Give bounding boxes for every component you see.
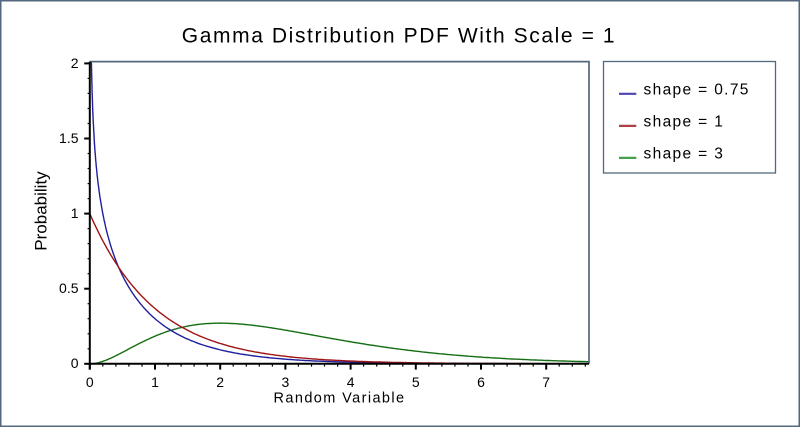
svg-text:4: 4 (347, 374, 355, 390)
svg-text:7: 7 (542, 374, 550, 390)
svg-text:0: 0 (71, 355, 79, 371)
svg-text:2: 2 (71, 55, 79, 71)
svg-text:shape = 0.75: shape = 0.75 (644, 82, 750, 99)
svg-text:0.5: 0.5 (59, 280, 79, 296)
svg-text:shape = 3: shape = 3 (644, 146, 725, 163)
svg-text:Gamma Distribution PDF With Sc: Gamma Distribution PDF With Scale = 1 (182, 25, 616, 48)
svg-text:shape = 1: shape = 1 (644, 114, 725, 131)
svg-text:1: 1 (151, 374, 159, 390)
svg-text:1.5: 1.5 (59, 130, 79, 146)
svg-text:0: 0 (86, 374, 94, 390)
svg-text:2: 2 (216, 374, 224, 390)
svg-text:Probability: Probability (32, 171, 51, 251)
svg-text:1: 1 (71, 205, 79, 221)
svg-text:6: 6 (477, 374, 485, 390)
svg-text:3: 3 (282, 374, 290, 390)
svg-text:Random Variable: Random Variable (274, 391, 406, 407)
svg-text:5: 5 (412, 374, 420, 390)
